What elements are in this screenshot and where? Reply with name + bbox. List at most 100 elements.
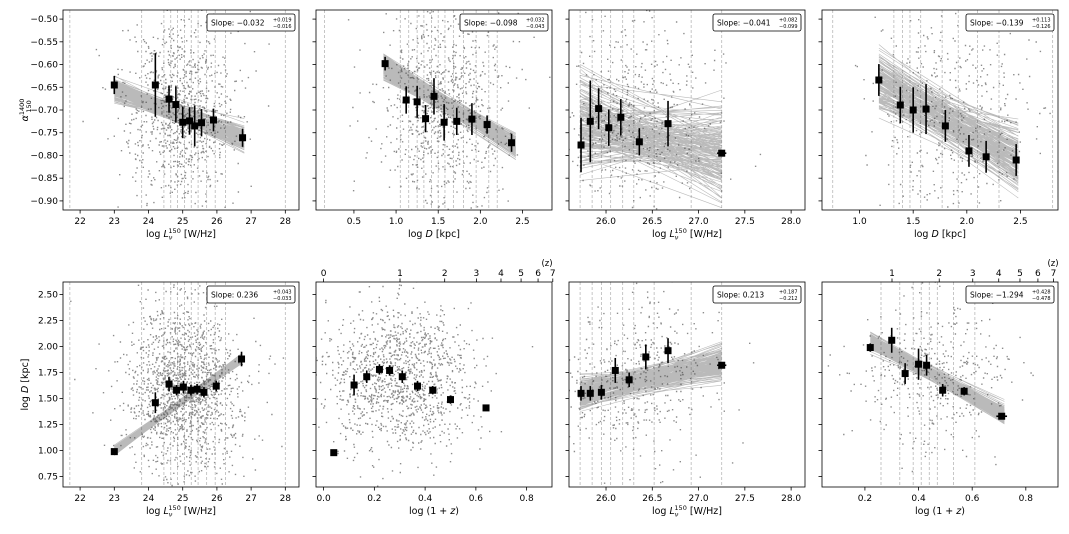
x-tick-label: 27: [245, 217, 256, 227]
binned-point: [888, 336, 896, 344]
x-tick-label: 23: [109, 494, 120, 504]
top-tick-label: 7: [1051, 269, 1057, 279]
x-tick-label: 28.0: [781, 217, 801, 227]
top-axis-label: (z): [541, 259, 552, 269]
panel-bottom-1: 22 23 24 25 26 27 28 0.75 1.00 1.25 1.50 1.75 2.00 2.…: [20, 281, 300, 519]
y-tick-label: −0.70: [30, 106, 58, 116]
binned-point: [402, 96, 410, 104]
slope-err-plus: +0.187: [779, 290, 798, 296]
x-tick-label: 1.0: [389, 217, 404, 227]
binned-point: [151, 81, 159, 89]
binned-point: [965, 147, 973, 155]
panel-bottom-3: 26.0 26.5 27.0 27.5 28.0 log Lν150 [W/Hz] Slop…: [565, 281, 806, 519]
plot-area: [69, 282, 286, 487]
binned-point: [923, 361, 931, 369]
y-axis-label: α1400150: [18, 99, 33, 122]
binned-point: [617, 113, 625, 121]
x-tick-label: 24: [143, 217, 155, 227]
slope-box: [712, 13, 802, 32]
x-tick-label: 26.5: [642, 217, 662, 227]
x-tick-label: 28.0: [781, 494, 801, 504]
x-tick-label: 25: [177, 217, 188, 227]
binned-point: [718, 149, 726, 157]
slope-err-minus: −0.043: [526, 24, 545, 30]
x-tick-label: 28: [280, 217, 292, 227]
binned-point: [718, 361, 726, 369]
top-tick-label: 2: [442, 269, 448, 279]
plot-area: [316, 282, 534, 487]
axes-frame: [568, 281, 806, 488]
x-tick-label: 26: [211, 494, 223, 504]
x-tick-label: 2.0: [960, 217, 975, 227]
slope-label: Slope: −0.041: [717, 19, 771, 28]
x-tick-label: 27.0: [689, 217, 709, 227]
axes-frame: [62, 281, 300, 488]
binned-point: [605, 124, 613, 132]
axes-frame: [315, 281, 553, 488]
binned-point: [664, 347, 672, 355]
panel-bottom-2: 0.0 0.2 0.4 0.6 0.8 log (1 + z) 0 1 2 3 4 5 6 7(z): [312, 259, 556, 517]
axes-frame: [821, 281, 1059, 488]
top-tick-label: 3: [970, 269, 976, 279]
x-tick-label: 27.5: [735, 494, 755, 504]
x-tick-label: 1.0: [852, 217, 867, 227]
slope-label: Slope: −0.032: [211, 19, 265, 28]
binned-point: [896, 101, 904, 109]
binned-point: [446, 396, 454, 404]
x-tick-label: 0.4: [911, 494, 926, 504]
x-tick-label: 2.5: [515, 217, 529, 227]
binned-point: [909, 106, 917, 114]
binned-point: [151, 399, 159, 407]
x-tick-label: 26.0: [596, 217, 616, 227]
binned-point: [875, 76, 883, 84]
x-tick-label: 0.5: [347, 217, 361, 227]
slope-err-minus: −0.126: [1032, 24, 1051, 30]
plot-area: [324, 10, 552, 210]
x-tick-label: 27: [245, 494, 256, 504]
binned-point: [664, 120, 672, 128]
binned-point: [915, 360, 923, 368]
binned-point: [413, 98, 421, 106]
binned-point: [186, 117, 194, 125]
fit-band: [870, 331, 1005, 425]
panel-bottom-4: 0.2 0.4 0.6 0.8 log (1 + z) Slope: −1.294 +0.4…: [818, 259, 1059, 517]
x-tick-label: 2.5: [1013, 217, 1027, 227]
binned-point: [179, 383, 187, 391]
y-tick-label: −0.60: [30, 61, 58, 71]
binned-point: [363, 373, 371, 381]
y-tick-label: 1.00: [38, 447, 58, 457]
binned-point: [110, 81, 118, 89]
x-tick-label: 0.6: [469, 494, 484, 504]
binned-point: [200, 388, 208, 396]
binned-point: [239, 134, 247, 142]
binned-point: [386, 366, 394, 374]
x-axis-label: log D [kpc]: [408, 229, 460, 240]
x-tick-label: 0.2: [858, 494, 872, 504]
binned-point: [625, 376, 633, 384]
binned-point: [209, 116, 217, 124]
x-tick-label: 0.6: [965, 494, 980, 504]
slope-err-minus: −0.212: [779, 296, 798, 302]
x-tick-label: 26.0: [596, 494, 616, 504]
slope-box: [206, 13, 296, 32]
y-tick-label: 1.75: [38, 369, 58, 379]
plot-area: [569, 282, 755, 487]
binned-point: [172, 101, 180, 109]
slope-err-plus: +0.043: [273, 290, 292, 296]
binned-point: [586, 389, 594, 397]
top-tick-label: 1: [889, 269, 895, 279]
slope-err-minus: −0.478: [1032, 296, 1051, 302]
binned-point: [429, 386, 437, 394]
plot-area: [832, 10, 1058, 210]
slope-box: [965, 285, 1055, 304]
binned-point: [508, 139, 516, 147]
slope-err-plus: +0.082: [779, 18, 798, 24]
y-tick-label: −0.90: [30, 197, 58, 207]
x-tick-label: 2.0: [473, 217, 488, 227]
x-tick-label: 27.0: [689, 494, 709, 504]
top-tick-label: 3: [474, 269, 480, 279]
slope-box: [459, 13, 549, 32]
panel-top-1: 22 23 24 25 26 27 28 −0.50 −0.55 −0.60 −0.65 −0.70 −…: [18, 9, 300, 242]
y-tick-label: −0.75: [30, 129, 58, 139]
binned-point: [179, 118, 187, 126]
